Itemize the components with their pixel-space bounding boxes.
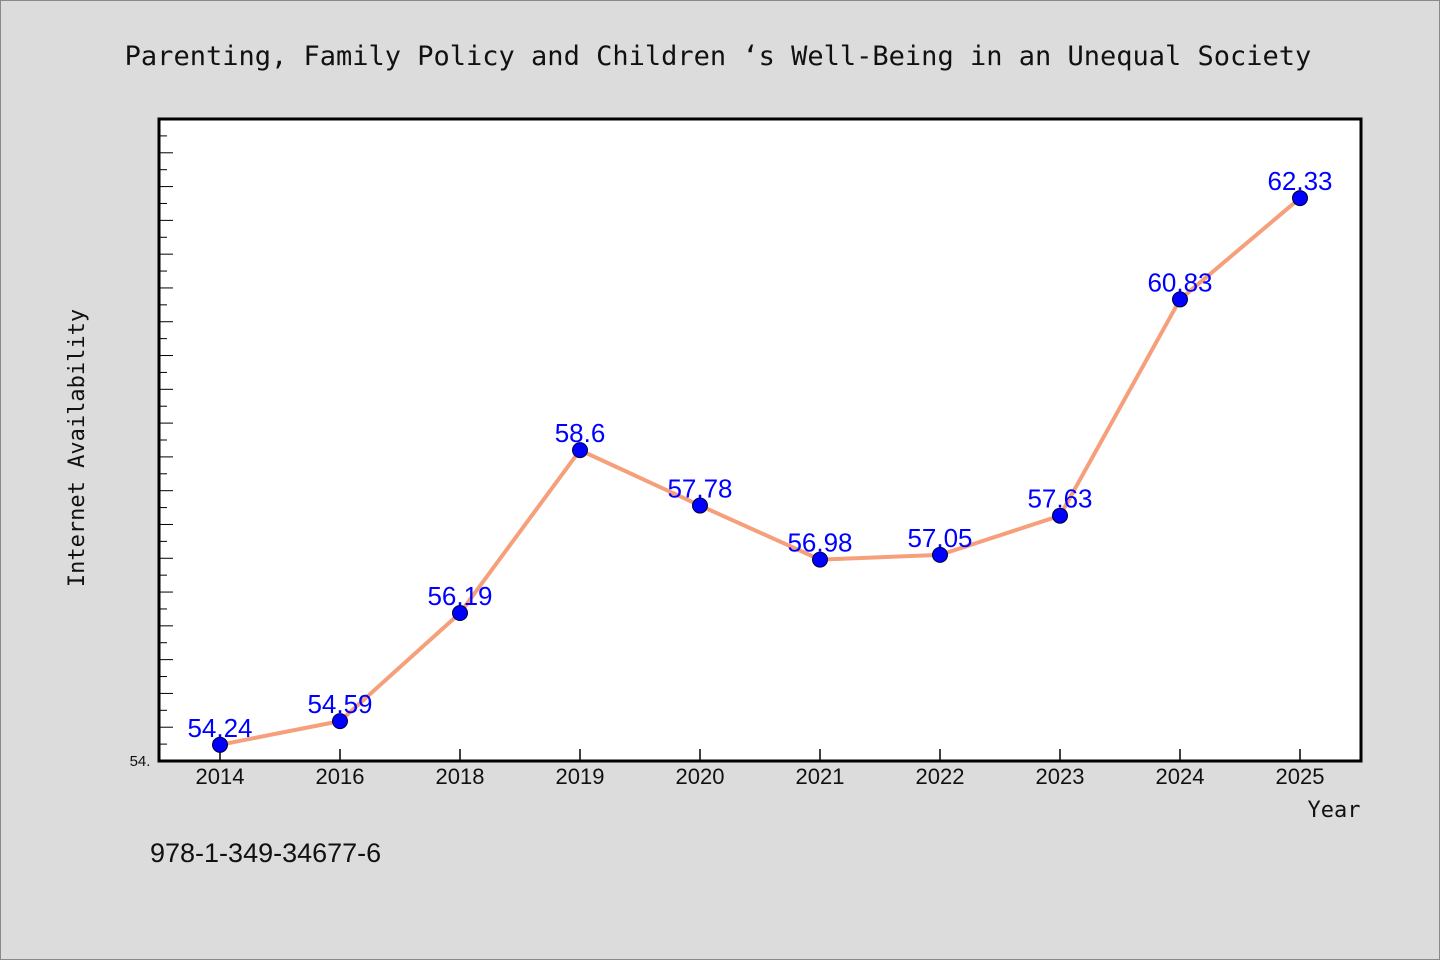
- data-markers: [212, 190, 1308, 753]
- data-label: 54.59: [307, 689, 372, 719]
- data-label: 57.05: [907, 523, 972, 553]
- series-line: [218, 196, 1302, 747]
- data-point: [1172, 291, 1188, 308]
- data-point: [932, 546, 948, 563]
- data-point: [332, 713, 348, 730]
- data-point: [1052, 507, 1068, 524]
- x-tick-label: 2023: [1036, 764, 1085, 789]
- data-point: [452, 605, 468, 622]
- data-label: 60.83: [1147, 267, 1212, 297]
- data-label: 58.6: [555, 418, 606, 448]
- x-axis-ticks: 2014 2016 2018 2019 2020 2021 2022 2023 2024 2025: [196, 749, 1325, 789]
- data-label: 56.19: [427, 581, 492, 611]
- data-point: [692, 497, 708, 514]
- data-point: [812, 551, 828, 568]
- data-label: 54.24: [187, 713, 252, 743]
- x-tick-label: 2020: [676, 764, 725, 789]
- y-axis-ticks: [159, 135, 173, 745]
- plot-area: [157, 117, 1363, 763]
- data-label: 57.78: [667, 474, 732, 504]
- y-axis-min-label: 54.: [130, 753, 151, 770]
- isbn-footer: 978-1-349-34677-6: [150, 838, 381, 868]
- data-point: [212, 736, 228, 753]
- series-line-group: [218, 196, 1302, 747]
- x-tick-label: 2022: [916, 764, 965, 789]
- x-tick-label: 2024: [1156, 764, 1205, 789]
- x-axis-label: Year: [1308, 798, 1361, 823]
- data-labels: 54.24 54.59 56.19 58.6 57.78 56.98 57.05 57.63 6…: [187, 166, 1332, 743]
- x-tick-label: 2021: [796, 764, 845, 789]
- x-tick-label: 2014: [196, 764, 245, 789]
- x-tick-label: 2025: [1276, 764, 1325, 789]
- data-label: 56.98: [787, 528, 852, 558]
- x-tick-label: 2018: [436, 764, 485, 789]
- data-label: 57.63: [1027, 484, 1092, 514]
- y-axis-label: Internet Availability: [65, 309, 90, 587]
- x-tick-label: 2016: [316, 764, 365, 789]
- data-point: [1292, 190, 1308, 207]
- data-label: 62.33: [1267, 166, 1332, 196]
- chart-title: Parenting, Family Policy and Children ‘s…: [125, 41, 1312, 72]
- x-tick-label: 2019: [556, 764, 605, 789]
- data-point: [572, 442, 588, 459]
